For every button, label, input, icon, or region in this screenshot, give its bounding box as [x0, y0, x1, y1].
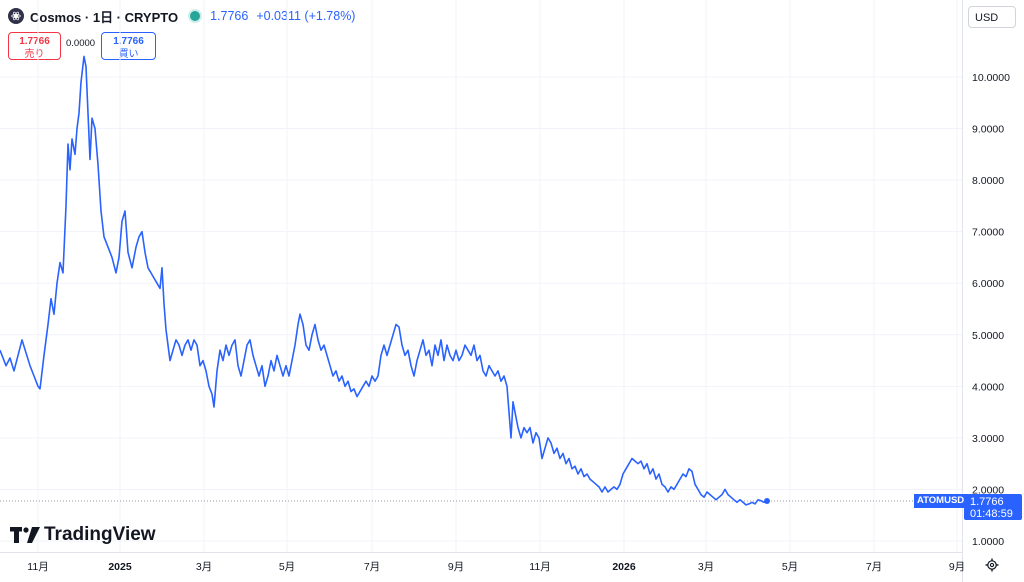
y-tick-label: 9.0000 [972, 124, 1004, 136]
x-tick-label: 3月 [698, 561, 714, 573]
sell-button[interactable]: 1.7766 売り [8, 32, 61, 60]
sell-price: 1.7766 [19, 36, 50, 47]
buy-price: 1.7766 [113, 36, 144, 47]
y-tick-label: 7.0000 [972, 227, 1004, 239]
cosmos-logo-icon [8, 8, 24, 24]
tradingview-logo[interactable]: TradingView [10, 524, 156, 546]
price-axis: 1.0000 2.0000 3.0000 4.0000 5.0000 6.0000 7.00… [972, 72, 1010, 548]
chart-header: Cosmos · 1日 · CRYPTO 1.7766 +0.0311 (+1.… [0, 0, 960, 32]
x-tick-label: 2026 [612, 561, 636, 573]
last-price-tag: 1.7766 01:48:59 [964, 494, 1022, 520]
currency-selector[interactable]: USD [968, 6, 1016, 28]
header-price-change: +0.0311 (+1.78%) [256, 9, 356, 23]
x-tick-label: 11月 [529, 561, 550, 573]
sell-label: 売り [24, 49, 45, 60]
tradingview-logo-icon [10, 527, 40, 543]
y-tick-label: 3.0000 [972, 433, 1004, 445]
y-tick-label: 6.0000 [972, 278, 1004, 290]
x-tick-label: 2025 [108, 561, 132, 573]
last-price-tag-value: 1.7766 [970, 496, 1004, 508]
time-axis: 11月 2025 3月 5月 7月 9月 11月 2026 3月 5月 7月 9月 [27, 561, 965, 573]
x-tick-label: 11月 [27, 561, 48, 573]
y-tick-label: 5.0000 [972, 330, 1004, 342]
chart-grid [0, 0, 962, 552]
brand-name: TradingView [44, 524, 156, 545]
settings-gear-icon[interactable] [985, 558, 999, 572]
bar-countdown: 01:48:59 [970, 508, 1013, 520]
x-tick-label: 9月 [949, 561, 965, 573]
header-last-price: 1.7766 [210, 9, 249, 23]
y-tick-label: 4.0000 [972, 381, 1004, 393]
price-line [0, 55, 768, 506]
y-tick-label: 8.0000 [972, 175, 1004, 187]
x-tick-label: 7月 [364, 561, 380, 573]
y-tick-label: 10.0000 [972, 72, 1010, 84]
x-tick-label: 9月 [448, 561, 464, 573]
y-tick-label: 2.0000 [972, 484, 1004, 496]
x-tick-label: 5月 [279, 561, 295, 573]
spread-value: 0.0000 [66, 38, 96, 49]
y-tick-label: 1.0000 [972, 536, 1004, 548]
buy-button[interactable]: 1.7766 買い [101, 32, 156, 60]
x-tick-label: 5月 [782, 561, 798, 573]
last-price-dot [764, 497, 770, 504]
market-open-indicator-icon [188, 9, 203, 23]
ticker-label: ATOMUSD [914, 494, 968, 508]
x-tick-label: 3月 [196, 561, 212, 573]
time-scale-divider [0, 552, 962, 553]
symbol-title[interactable]: Cosmos · 1日 · CRYPTO [30, 9, 179, 25]
x-tick-label: 7月 [866, 561, 882, 573]
buy-label: 買い [118, 49, 139, 60]
price-scale-divider [962, 0, 963, 582]
